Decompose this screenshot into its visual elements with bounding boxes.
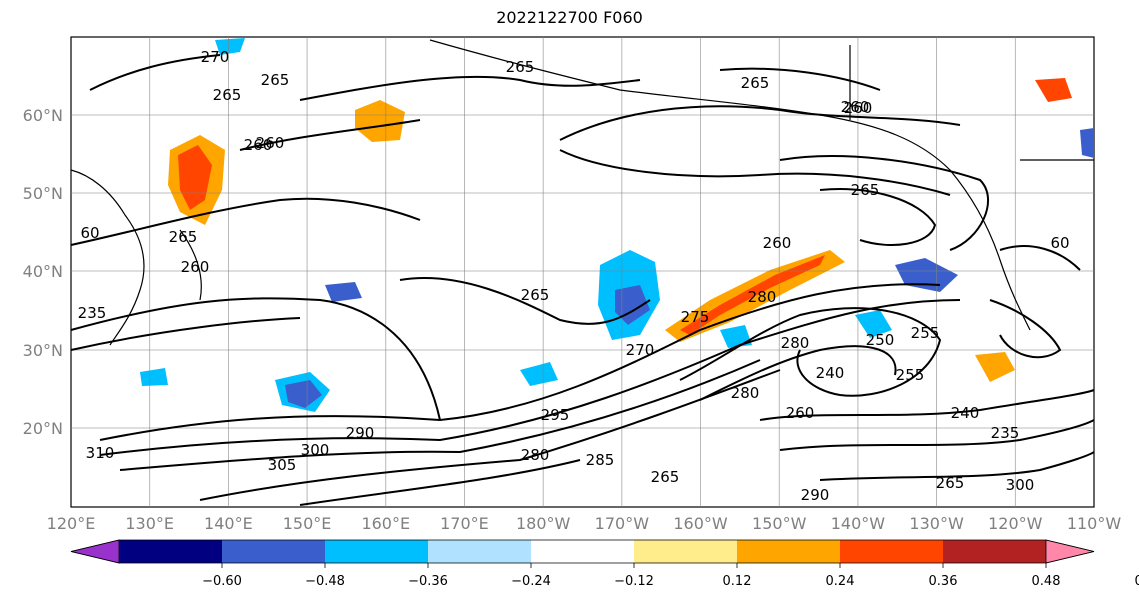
colorbar-tick-label: 0.60 — [1135, 574, 1139, 589]
contour-value-label: 270 — [201, 48, 230, 66]
lat-tick-label: 50°N — [23, 184, 63, 203]
contour-value-label: 260 — [181, 258, 210, 276]
contour-value-label: 265 — [936, 474, 965, 492]
contour-value-label: 265 — [213, 86, 242, 104]
lat-tick-label: 30°N — [23, 341, 63, 360]
contour-value-label: 260 — [244, 136, 273, 154]
map-title: 2022122700 F060 — [496, 8, 643, 27]
contour-lines — [70, 54, 1095, 506]
lon-tick-label: 150°E — [283, 514, 332, 533]
contour-value-label: 235 — [991, 424, 1020, 442]
colorbar-tick-label: 0.24 — [826, 574, 855, 589]
colorbar-tick-label: 0.12 — [723, 574, 752, 589]
contour-value-label: 290 — [346, 424, 375, 442]
contour-value-label: 260 — [844, 99, 873, 117]
colorbar-swatch — [222, 540, 326, 563]
lon-tick-label: 180°W — [516, 514, 571, 533]
contour-value-label: 265 — [851, 181, 880, 199]
colorbar-tick-label: −0.12 — [614, 574, 654, 589]
contour-value-label: 265 — [521, 286, 550, 304]
contour-value-label: 295 — [541, 406, 570, 424]
lat-tick-label: 40°N — [23, 262, 63, 281]
contour-value-label: 265 — [169, 228, 198, 246]
contour-value-label: 260 — [763, 234, 792, 252]
colorbar-swatch — [119, 540, 223, 563]
shading-layer — [140, 38, 1094, 412]
contour-value-label: 265 — [261, 71, 290, 89]
colorbar-tick-label: 0.36 — [929, 574, 958, 589]
lon-tick-label: 160°W — [673, 514, 728, 533]
contour-value-label: 260 — [841, 98, 870, 116]
colorbar-swatch — [943, 540, 1047, 563]
lon-tick-label: 110°W — [1067, 514, 1122, 533]
contour-value-label: 255 — [896, 366, 925, 384]
contour-value-label: 280 — [521, 446, 550, 464]
lon-tick-label: 130°E — [125, 514, 174, 533]
colorbar-swatch — [840, 540, 944, 563]
colorbar-tick-label: −0.60 — [202, 574, 242, 589]
colorbar-tick-label: −0.36 — [408, 574, 448, 589]
lon-tick-label: 130°W — [909, 514, 964, 533]
contour-value-label: 305 — [268, 456, 297, 474]
lon-tick-label: 120°E — [47, 514, 96, 533]
contour-value-label: 265 — [651, 468, 680, 486]
contour-value-label: 260 — [256, 134, 285, 152]
lon-tick-label: 160°E — [361, 514, 410, 533]
lon-tick-label: 140°E — [204, 514, 253, 533]
lon-tick-label: 170°W — [595, 514, 650, 533]
latitude-axis: 60°N 50°N 40°N 30°N 20°N — [23, 106, 63, 438]
colorbar-extend-max — [1045, 539, 1095, 564]
colorbar-extend-min — [70, 539, 120, 564]
contour-value-label: 280 — [731, 384, 760, 402]
contour-value-label: 275 — [681, 308, 710, 326]
colorbar-swatch — [737, 540, 841, 563]
lat-tick-label: 60°N — [23, 106, 63, 125]
colorbar-swatch — [325, 540, 429, 563]
contour-value-label: 240 — [816, 364, 845, 382]
lat-tick-label: 20°N — [23, 419, 63, 438]
colorbar-tick-label: −0.48 — [305, 574, 345, 589]
contour-value-label: 310 — [86, 444, 115, 462]
graticule — [71, 37, 1094, 507]
contour-value-label: 285 — [586, 451, 615, 469]
contour-value-label: 60 — [1050, 234, 1069, 252]
coastlines — [70, 39, 1094, 346]
contour-value-label: 250 — [866, 331, 895, 349]
lon-tick-label: 150°W — [752, 514, 807, 533]
contour-value-label: 260 — [786, 404, 815, 422]
longitude-axis: 120°E 130°E 140°E 150°E 160°E 170°E 180°W 170°W… — [47, 514, 1122, 533]
contour-value-label: 60 — [80, 224, 99, 242]
contour-value-label: 265 — [741, 74, 770, 92]
colorbar-swatch — [428, 540, 532, 563]
lon-tick-label: 140°W — [831, 514, 886, 533]
contour-value-label: 290 — [801, 486, 830, 504]
contour-value-label: 280 — [781, 334, 810, 352]
contour-value-label: 265 — [506, 58, 535, 76]
lon-tick-label: 170°E — [440, 514, 489, 533]
colorbar: −0.60 −0.48 −0.36 −0.24 −0.12 0.12 0.24 0.36 0.4… — [70, 539, 1139, 589]
colorbar-swatch — [531, 540, 635, 563]
colorbar-tick-label: 0.48 — [1032, 574, 1061, 589]
colorbar-swatch — [634, 540, 738, 563]
contour-value-label: 300 — [1006, 476, 1035, 494]
contour-value-label: 300 — [301, 441, 330, 459]
contour-value-label: 280 — [748, 288, 777, 306]
contour-value-label: 270 — [626, 341, 655, 359]
contour-value-label: 240 — [951, 404, 980, 422]
colorbar-tick-label: −0.24 — [511, 574, 551, 589]
contour-value-label: 255 — [911, 324, 940, 342]
lon-tick-label: 120°W — [988, 514, 1043, 533]
contour-value-label: 235 — [78, 304, 107, 322]
